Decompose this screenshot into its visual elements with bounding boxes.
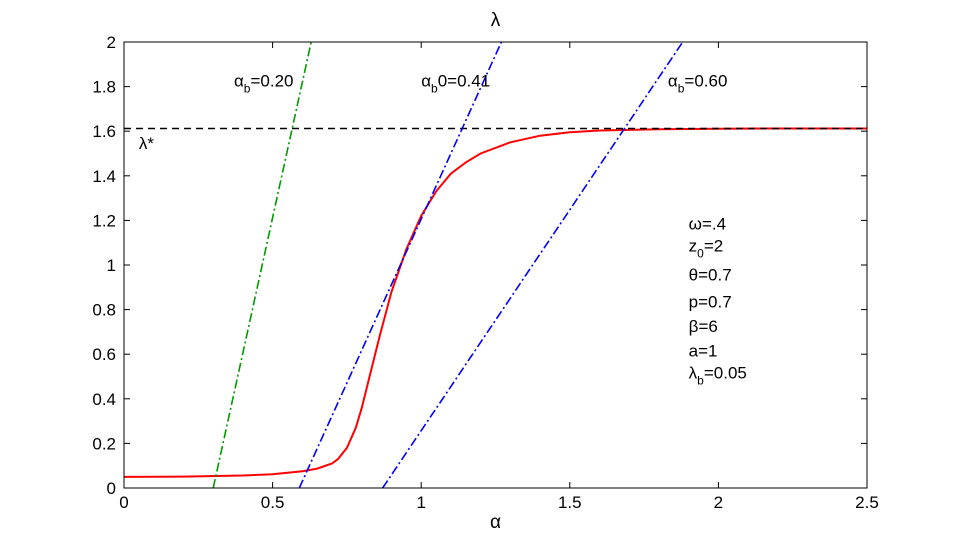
- annotation-label: ω=.4: [689, 214, 726, 233]
- annotation-layer: αb=0.20 αb0=0.41 αb=0.60 λ* ω=.4 z0=2 θ=0.7 p=0…: [139, 72, 747, 388]
- y-tick-label: 1.4: [92, 167, 116, 186]
- annotation-label: a=1: [689, 341, 718, 360]
- annotation-label: αb0=0.41: [421, 72, 490, 96]
- y-tick-label: 1.6: [92, 122, 116, 141]
- x-tick-label: 1: [416, 493, 425, 512]
- annotation-label: p=0.7: [689, 292, 732, 311]
- series-layer: [124, 42, 867, 488]
- y-tick-label: 1.2: [92, 211, 116, 230]
- series-line-5: [381, 42, 684, 488]
- y-tick-label: 0.8: [92, 301, 116, 320]
- y-tick-label: 1: [107, 256, 116, 275]
- tick-layer: 0 0.5 1 1.5 2 2.5 0 0.2 0.4 0.6 0.8 1 1.2 1.4 1.6 1.8 2: [92, 33, 878, 512]
- y-tick-label: 0.6: [92, 345, 116, 364]
- annotation-label: αb=0.20: [234, 72, 294, 96]
- y-tick-label: 0.4: [92, 390, 116, 409]
- x-tick-label: 0: [119, 493, 128, 512]
- y-tick-label: 0: [107, 479, 116, 498]
- x-axis-label: α: [490, 512, 501, 533]
- annotation-label: λ*: [139, 134, 155, 153]
- x-tick-label: 2: [714, 493, 723, 512]
- annotation-label: λb=0.05: [689, 364, 747, 388]
- x-tick-label: 1.5: [558, 493, 582, 512]
- y-tick-label: 1.8: [92, 78, 116, 97]
- series-line-3: [212, 42, 312, 488]
- y-tick-label: 0.2: [92, 434, 116, 453]
- chart-title: λ: [491, 10, 501, 31]
- series-line-1: [124, 127, 867, 478]
- x-tick-label: 0.5: [261, 493, 285, 512]
- x-tick-label: 2.5: [855, 493, 879, 512]
- annotation-label: αb=0.60: [668, 72, 728, 96]
- annotation-label: θ=0.7: [689, 266, 732, 285]
- series-line-4: [298, 42, 503, 488]
- annotation-label: z0=2: [689, 237, 724, 261]
- annotation-label: β=6: [689, 317, 718, 336]
- plot-background: [124, 42, 867, 488]
- y-tick-label: 2: [107, 33, 116, 52]
